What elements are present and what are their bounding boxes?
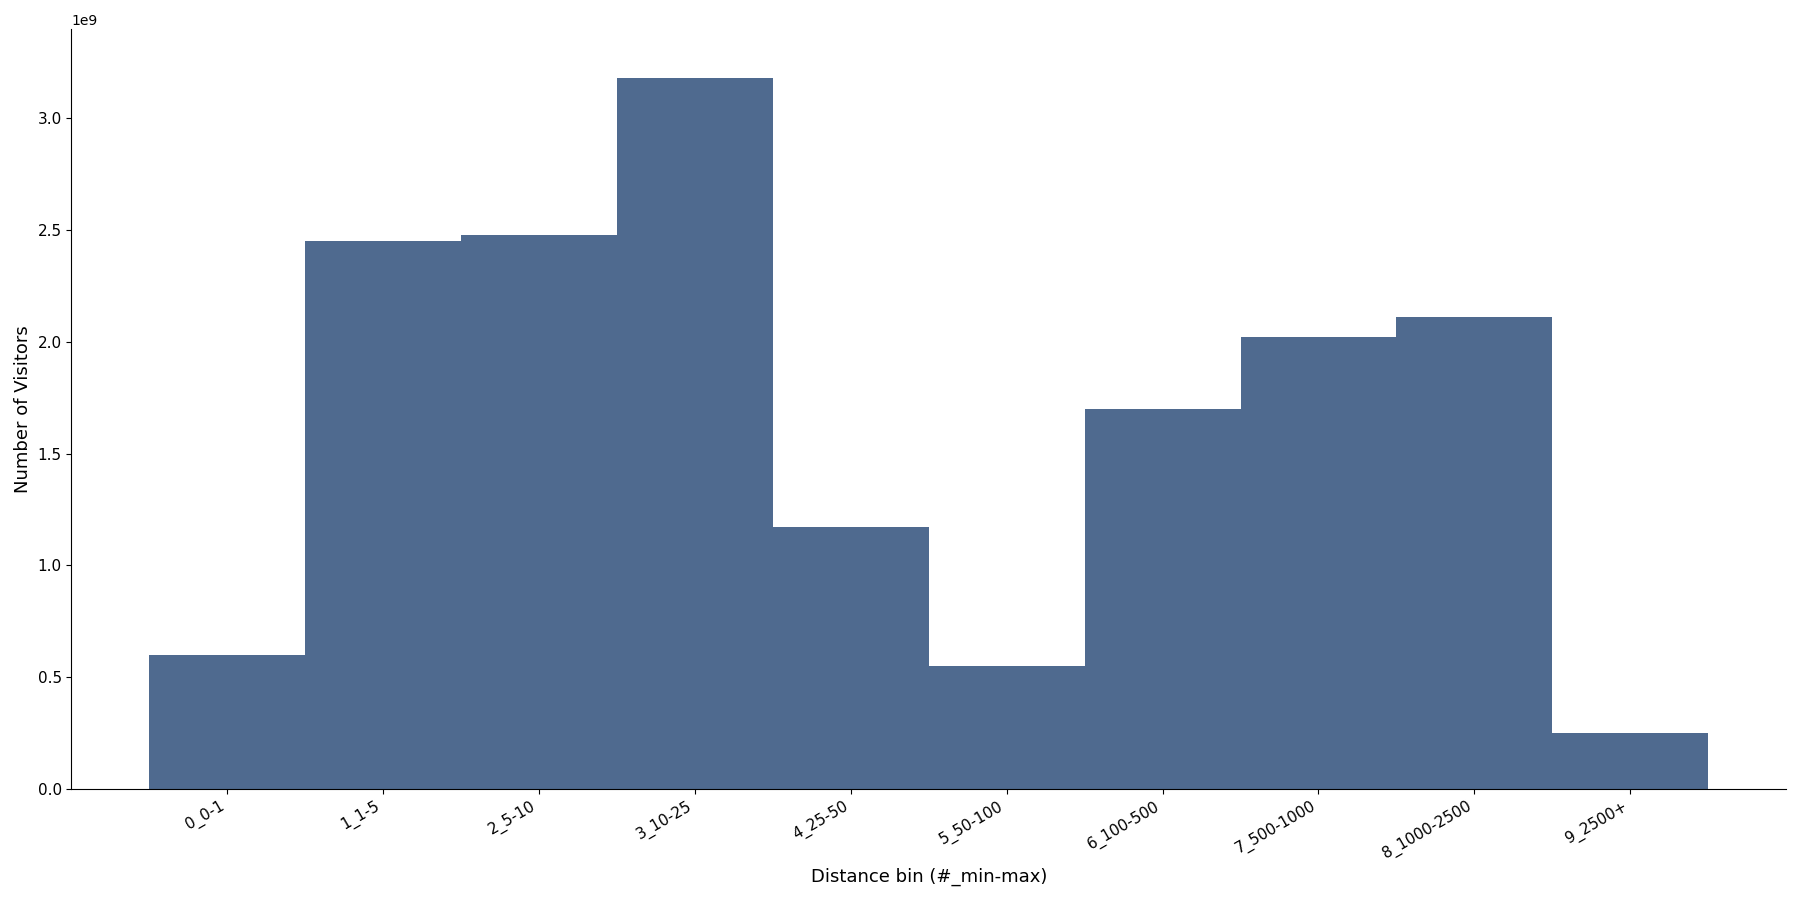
Bar: [617, 78, 772, 788]
Bar: [772, 527, 929, 788]
Bar: [929, 666, 1085, 788]
Y-axis label: Number of Visitors: Number of Visitors: [14, 325, 32, 492]
X-axis label: Distance bin (#_min-max): Distance bin (#_min-max): [810, 868, 1048, 886]
Bar: [1552, 733, 1708, 788]
Bar: [306, 241, 461, 788]
Bar: [149, 654, 306, 788]
Bar: [1085, 409, 1240, 788]
Bar: [1240, 338, 1397, 788]
Bar: [461, 235, 617, 788]
Bar: [1397, 318, 1552, 788]
